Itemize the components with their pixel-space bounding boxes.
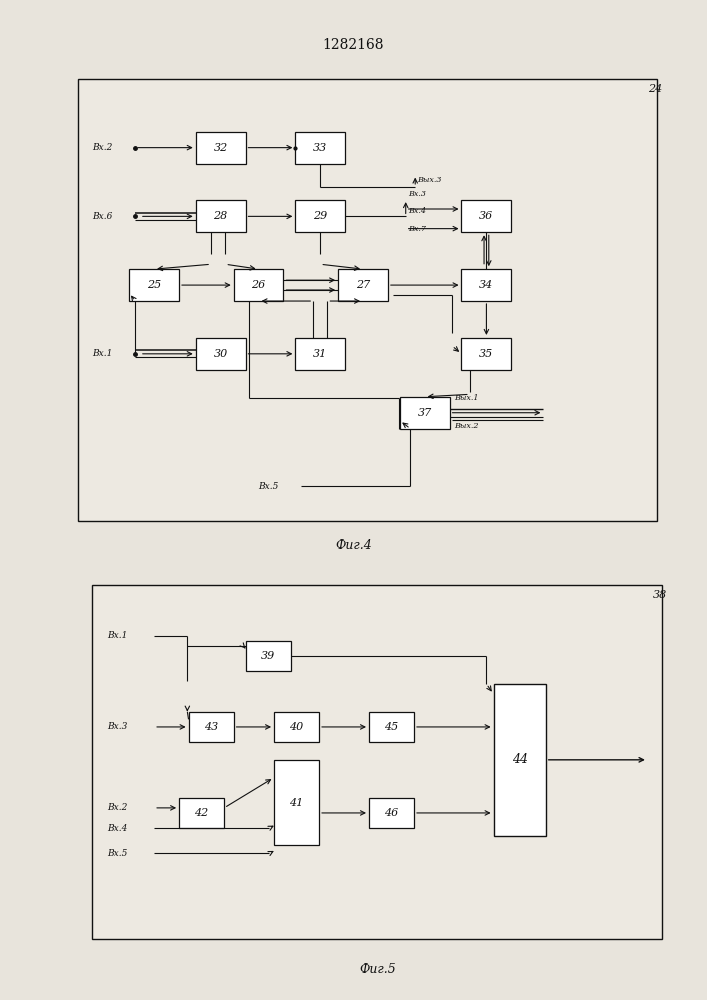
Bar: [296, 338, 345, 370]
Bar: [196, 338, 245, 370]
Text: Вх.5: Вх.5: [107, 849, 127, 858]
Text: 46: 46: [385, 808, 399, 818]
Text: Вх.3: Вх.3: [107, 722, 127, 731]
Text: 40: 40: [289, 722, 304, 732]
Bar: [189, 712, 233, 742]
Text: Вх.4: Вх.4: [408, 207, 426, 215]
Bar: [179, 798, 224, 828]
Bar: [338, 269, 388, 301]
Text: 25: 25: [147, 280, 161, 290]
Bar: [369, 798, 414, 828]
Text: 34: 34: [479, 280, 493, 290]
Text: Вх.3: Вх.3: [408, 190, 426, 198]
Text: Вх.2: Вх.2: [107, 803, 127, 812]
Text: 41: 41: [289, 798, 304, 808]
Text: 35: 35: [479, 349, 493, 359]
Text: Вх.2: Вх.2: [93, 143, 113, 152]
Text: 36: 36: [479, 211, 493, 221]
Text: 44: 44: [512, 753, 527, 766]
Text: Фиг.5: Фиг.5: [359, 963, 396, 976]
Bar: [369, 712, 414, 742]
Bar: [399, 397, 450, 429]
Text: 45: 45: [385, 722, 399, 732]
Text: Вх.4: Вх.4: [107, 824, 127, 833]
Text: 28: 28: [214, 211, 228, 221]
Bar: [462, 338, 511, 370]
Text: Вых.2: Вых.2: [455, 422, 479, 430]
Bar: [296, 200, 345, 232]
Text: 42: 42: [194, 808, 209, 818]
Bar: [245, 641, 291, 671]
Bar: [493, 684, 546, 836]
Text: 43: 43: [204, 722, 218, 732]
Text: 32: 32: [214, 143, 228, 153]
Bar: [462, 269, 511, 301]
Bar: [93, 585, 662, 939]
Text: 37: 37: [418, 408, 432, 418]
Bar: [196, 132, 245, 164]
Text: Фиг.4: Фиг.4: [335, 539, 372, 552]
Text: Вх.1: Вх.1: [107, 631, 127, 640]
Text: 31: 31: [313, 349, 327, 359]
Text: 39: 39: [261, 651, 275, 661]
Text: 27: 27: [356, 280, 370, 290]
Text: Вх.5: Вх.5: [259, 482, 279, 491]
Text: 30: 30: [214, 349, 228, 359]
Bar: [296, 132, 345, 164]
Text: Вх.7: Вх.7: [408, 225, 426, 233]
Bar: [274, 712, 319, 742]
Text: Вх.6: Вх.6: [93, 212, 113, 221]
Text: 1282168: 1282168: [323, 38, 384, 52]
Text: 33: 33: [313, 143, 327, 153]
Bar: [274, 760, 319, 845]
Text: Вых.3: Вых.3: [418, 176, 442, 184]
Bar: [462, 200, 511, 232]
Bar: [196, 200, 245, 232]
Text: 29: 29: [313, 211, 327, 221]
Bar: [129, 269, 179, 301]
Text: 24: 24: [648, 84, 662, 94]
Text: 38: 38: [653, 590, 667, 600]
Text: Вых.1: Вых.1: [455, 394, 479, 402]
Bar: [78, 79, 658, 521]
Text: Вх.1: Вх.1: [93, 349, 113, 358]
Bar: [233, 269, 284, 301]
Text: 26: 26: [252, 280, 266, 290]
